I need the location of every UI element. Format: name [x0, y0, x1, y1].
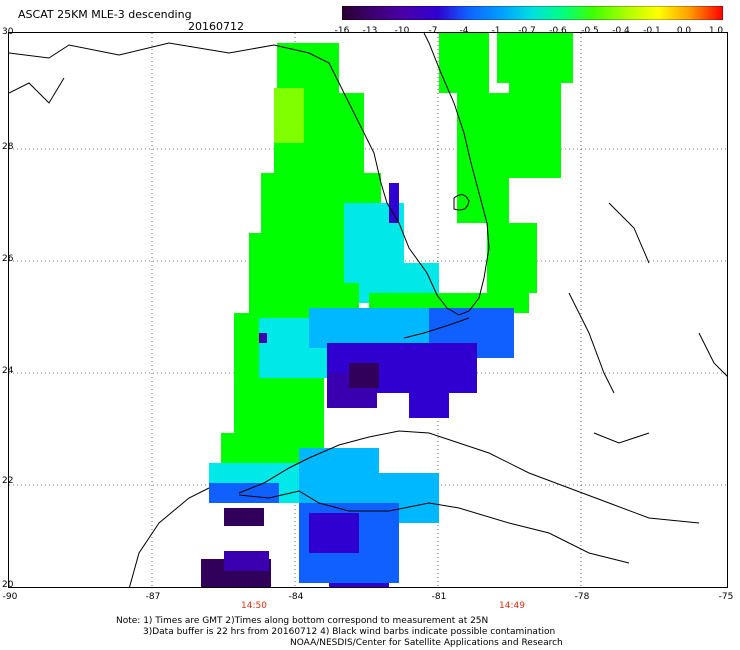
- colorbar: [342, 6, 723, 20]
- x-tick-label: -78: [574, 592, 590, 602]
- colorbar-tick: -4: [459, 26, 469, 36]
- y-tick-label: 28: [2, 142, 14, 152]
- x-tick-label: -81: [431, 592, 447, 602]
- colorbar-tick: -0.5: [581, 26, 599, 36]
- colorbar-tick: 0.0: [676, 26, 692, 36]
- colorbar-tick: -7: [428, 26, 438, 36]
- y-tick-label: 26: [2, 254, 14, 264]
- x-tick-label: -87: [145, 592, 161, 602]
- colorbar-tick: 1.0: [708, 26, 724, 36]
- x-tick-label: -90: [2, 592, 18, 602]
- note-line-1: Note: 1) Times are GMT 2)Times along bot…: [116, 616, 489, 626]
- colorbar-tick: -0.1: [643, 26, 661, 36]
- y-tick-label: 20: [2, 580, 14, 590]
- note-line-2: 3)Data buffer is 22 hrs from 20160712 4)…: [143, 627, 556, 637]
- coastline: [9, 33, 727, 587]
- colorbar-ticks: -16 -13 -10 -7 -4 -1 -0.7 -0.6 -0.5 -0.4…: [334, 26, 736, 38]
- colorbar-tick: -10: [394, 26, 410, 36]
- product-date: 20160712: [188, 20, 244, 33]
- pass-time-label: 14:49: [499, 601, 525, 611]
- y-tick-label: 30: [2, 27, 14, 37]
- wind-swath-east: [439, 33, 573, 313]
- colorbar-tick: -1: [491, 26, 501, 36]
- wind-swath-west: [221, 43, 514, 463]
- product-title: ASCAT 25KM MLE-3 descending: [18, 8, 192, 21]
- wind-swath-cuba: [201, 448, 439, 587]
- map-panel[interactable]: [8, 32, 728, 588]
- y-tick-label: 22: [2, 476, 14, 486]
- x-tick-label: -75: [718, 592, 734, 602]
- y-tick-label: 24: [2, 366, 14, 376]
- colorbar-tick: -16: [334, 26, 350, 36]
- colorbar-tick: -0.6: [549, 26, 567, 36]
- map-svg: [9, 33, 727, 587]
- x-tick-label: -84: [288, 592, 304, 602]
- note-line-3: NOAA/NESDIS/Center for Satellite Applica…: [290, 638, 563, 648]
- colorbar-tick: -0.7: [518, 26, 536, 36]
- colorbar-tick: -13: [362, 26, 378, 36]
- pass-time-label: 14:50: [241, 601, 267, 611]
- colorbar-tick: -0.4: [612, 26, 630, 36]
